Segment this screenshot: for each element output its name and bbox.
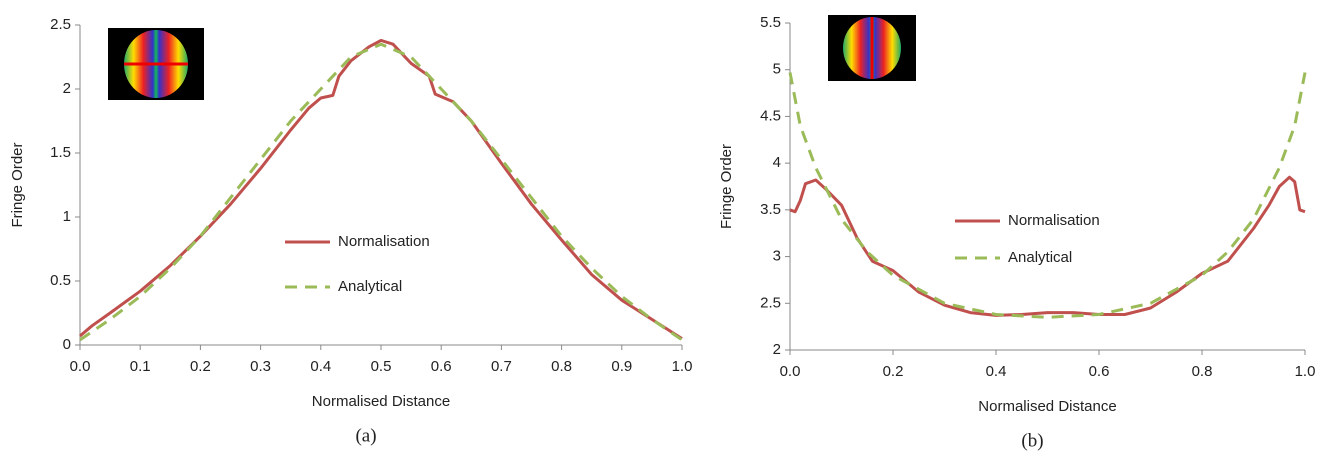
y-tick-label: 1.5	[50, 144, 71, 161]
x-tick-label: 0.6	[1089, 363, 1110, 380]
y-tick-label: 4.5	[760, 107, 781, 124]
x-tick-label: 1.0	[672, 358, 693, 375]
x-tick-label: 0.8	[1192, 363, 1213, 380]
x-tick-label: 0.2	[883, 363, 904, 380]
legend-label: Analytical	[1008, 249, 1072, 266]
legend-label: Normalisation	[1008, 212, 1100, 229]
data-line	[788, 72, 1307, 319]
x-tick-label: 0.4	[986, 363, 1007, 380]
x-tick-label: 0.0	[70, 358, 91, 375]
x-tick-label: 0.9	[611, 358, 632, 375]
x-tick-label: 0.2	[190, 358, 211, 375]
inset-image-b	[828, 15, 916, 81]
y-tick-label: 0.5	[50, 272, 71, 289]
x-axis-title: Normalised Distance	[978, 398, 1116, 415]
legend-label: Normalisation	[338, 233, 430, 250]
x-tick-label: 0.1	[130, 358, 151, 375]
y-tick-label: 3	[773, 248, 781, 265]
y-tick-label: 5.5	[760, 14, 781, 31]
x-tick-label: 0.7	[491, 358, 512, 375]
data-line	[789, 175, 1306, 317]
y-axis-title: Fringe Order	[9, 142, 26, 227]
x-tick-label: 0.4	[310, 358, 331, 375]
y-tick-label: 1	[63, 208, 71, 225]
data-line	[79, 42, 683, 342]
y-axis-title: Fringe Order	[718, 144, 735, 229]
y-tick-label: 2.5	[760, 294, 781, 311]
x-tick-label: 0.0	[780, 363, 801, 380]
caption: (b)	[1021, 430, 1043, 451]
y-tick-label: 5	[773, 61, 781, 78]
x-tick-label: 0.6	[431, 358, 452, 375]
y-tick-label: 2	[63, 80, 71, 97]
x-tick-label: 0.8	[551, 358, 572, 375]
x-tick-label: 1.0	[1295, 363, 1316, 380]
y-tick-label: 2	[773, 341, 781, 358]
x-tick-label: 0.3	[250, 358, 271, 375]
y-tick-label: 0	[63, 336, 71, 353]
x-tick-label: 0.5	[371, 358, 392, 375]
y-tick-label: 3.5	[760, 201, 781, 218]
legend-label: Analytical	[338, 278, 402, 295]
caption: (a)	[355, 425, 376, 446]
x-axis-title: Normalised Distance	[312, 393, 450, 410]
y-tick-label: 4	[773, 154, 781, 171]
inset-image-a	[108, 28, 204, 100]
y-tick-label: 2.5	[50, 16, 71, 33]
